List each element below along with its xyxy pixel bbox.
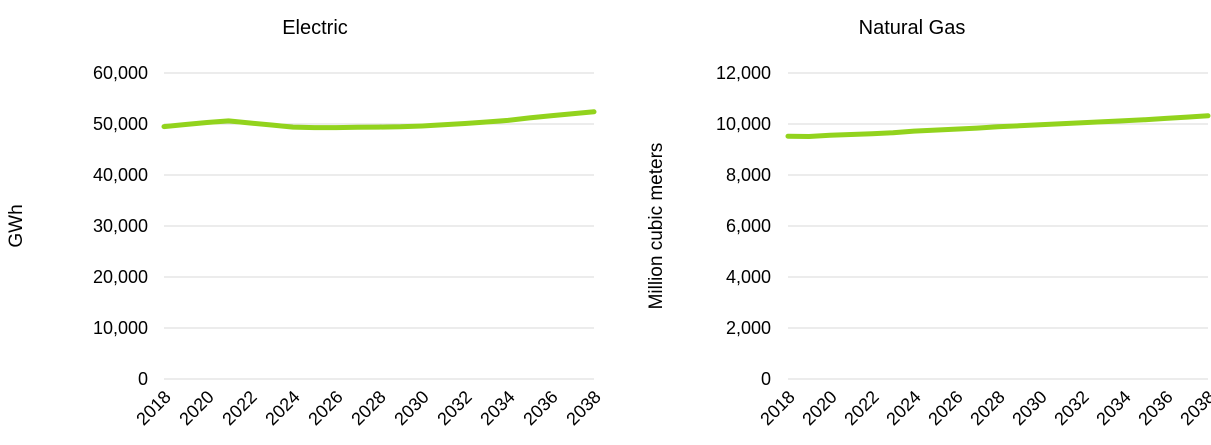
y-axis-label: Million cubic meters <box>646 143 667 310</box>
x-tick-label: 2024 <box>882 387 924 429</box>
x-tick-label: 2028 <box>347 387 389 429</box>
x-tick-label: 2038 <box>562 387 604 429</box>
chart-title: Electric <box>282 17 348 39</box>
y-tick-label: 0 <box>761 369 771 389</box>
y-tick-label: 50,000 <box>93 114 148 134</box>
x-tick-label: 2022 <box>218 387 260 429</box>
gridlines <box>788 72 1208 380</box>
series-layer <box>785 113 1211 139</box>
y-tick-label: 20,000 <box>93 267 148 287</box>
y-tick-labels: 0 2,000 4,000 6,000 8,000 10,000 12,000 <box>716 63 771 389</box>
x-tick-label: 2032 <box>433 387 475 429</box>
x-tick-label: 2038 <box>1176 387 1211 429</box>
x-tick-label: 2030 <box>1008 387 1050 429</box>
x-tick-label: 2020 <box>798 387 840 429</box>
y-tick-label: 60,000 <box>93 63 148 83</box>
chart-electric: Electric GWh 0 10,000 20,000 30,000 40,000 50… <box>6 17 605 429</box>
y-tick-labels: 0 10,000 20,000 30,000 40,000 50,000 60,000 <box>93 63 148 389</box>
y-tick-label: 30,000 <box>93 216 148 236</box>
x-tick-label: 2022 <box>840 387 882 429</box>
x-tick-label: 2026 <box>924 387 966 429</box>
x-tick-label: 2034 <box>1092 387 1134 429</box>
y-axis-label: GWh <box>6 204 27 247</box>
y-tick-label: 0 <box>138 369 148 389</box>
x-tick-label: 2024 <box>261 387 303 429</box>
y-tick-label: 4,000 <box>726 267 771 287</box>
x-tick-labels: 2018 2020 2022 2024 2026 2028 2030 2032 2034 2036… <box>756 387 1211 429</box>
x-tick-labels: 2018 2020 2022 2024 2026 2028 2030 2032 2034 2036… <box>132 387 604 429</box>
y-tick-label: 10,000 <box>93 318 148 338</box>
x-tick-label: 2032 <box>1050 387 1092 429</box>
x-tick-label: 2034 <box>476 387 518 429</box>
x-tick-label: 2036 <box>519 387 561 429</box>
y-tick-label: 10,000 <box>716 114 771 134</box>
x-tick-label: 2018 <box>756 387 798 429</box>
y-tick-label: 2,000 <box>726 318 771 338</box>
y-tick-label: 6,000 <box>726 216 771 236</box>
x-tick-label: 2030 <box>390 387 432 429</box>
x-tick-label: 2036 <box>1134 387 1176 429</box>
y-tick-label: 12,000 <box>716 63 771 83</box>
x-tick-label: 2020 <box>175 387 217 429</box>
chart-title: Natural Gas <box>859 17 966 39</box>
x-tick-label: 2026 <box>304 387 346 429</box>
y-tick-label: 8,000 <box>726 165 771 185</box>
y-tick-label: 40,000 <box>93 165 148 185</box>
series-layer <box>161 109 597 131</box>
chart-natural-gas: Natural Gas Million cubic meters 0 2,000 4… <box>646 17 1211 429</box>
series-line <box>161 109 597 131</box>
x-tick-label: 2018 <box>132 387 174 429</box>
series-line <box>785 113 1211 139</box>
x-tick-label: 2028 <box>966 387 1008 429</box>
